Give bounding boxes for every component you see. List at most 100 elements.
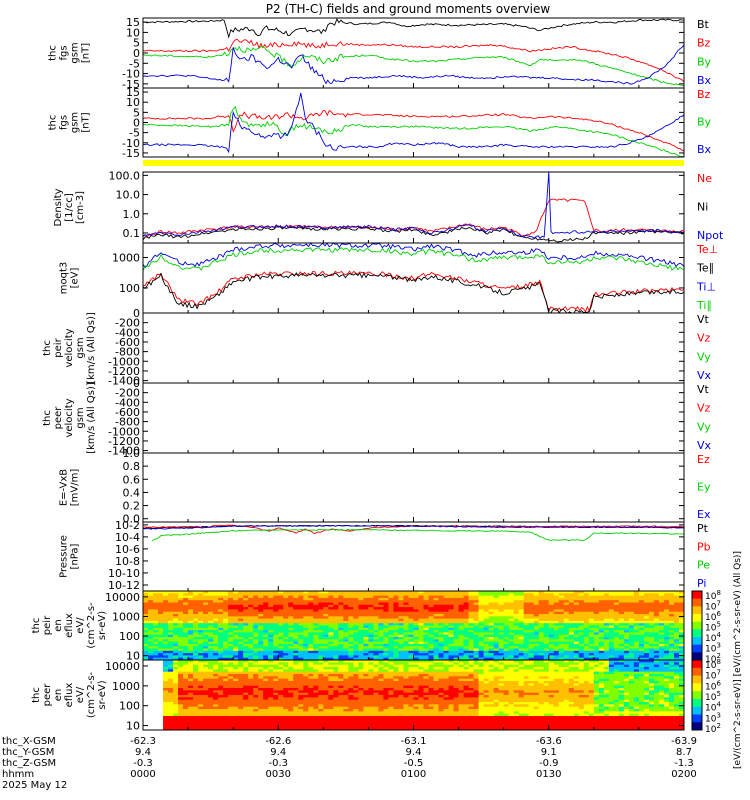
p10-cell [308, 718, 314, 722]
p9-cell [298, 641, 304, 645]
p9-cell [398, 593, 405, 597]
p9-cell [658, 648, 665, 652]
p9-cell [578, 655, 585, 659]
p9-cell [363, 630, 370, 633]
p9-cell [333, 639, 339, 643]
p9-cell [678, 593, 684, 597]
p9-cell [403, 602, 410, 606]
p10-cell [188, 709, 194, 712]
p9-cell [653, 611, 660, 615]
p9-cell [503, 639, 510, 643]
p9-cell [628, 604, 635, 608]
p9-cell [348, 618, 354, 622]
p9-cell [293, 646, 299, 650]
p9-cell [463, 616, 470, 620]
p9-cell [648, 614, 655, 617]
p9-cell [478, 595, 485, 599]
p9-cell [663, 632, 670, 636]
p9-cell [628, 648, 635, 652]
p9-cell [368, 618, 375, 622]
p9-cell [158, 593, 164, 597]
p10-cell [438, 674, 445, 677]
p9-cell [523, 607, 530, 610]
p10-cell [443, 711, 450, 715]
p9-cell [278, 609, 284, 613]
p9-cell [653, 600, 660, 604]
p9-cell [203, 620, 209, 624]
p9-cell [263, 597, 269, 601]
p9-cell [558, 609, 565, 613]
p9-cell [368, 611, 375, 615]
p9-cell [613, 639, 620, 643]
p9-cell [378, 627, 385, 631]
p10-cell [263, 727, 269, 730]
p9-cell [458, 611, 465, 615]
p9-cell [573, 591, 580, 594]
p9-cell [248, 618, 254, 622]
p9-cell [383, 625, 390, 629]
p9-cell [433, 634, 440, 638]
p9-cell [543, 607, 550, 610]
p9-cell [293, 625, 299, 629]
p10-cell [348, 683, 354, 687]
p9-cell [143, 648, 149, 652]
p9-cell [678, 618, 684, 622]
p9-cell [173, 625, 179, 629]
p9-cell [268, 602, 274, 606]
p9-cell [283, 602, 289, 606]
p9-cell [583, 650, 590, 654]
p9-cell [273, 627, 279, 631]
p10-cell [283, 660, 289, 663]
p10-cell [188, 723, 194, 726]
p10-cell [338, 667, 344, 670]
p10-cell [178, 685, 184, 689]
p10-cell [423, 727, 430, 730]
p10-cell [353, 699, 359, 703]
p9-cell [378, 604, 385, 608]
p9-cell [313, 641, 319, 645]
p9-cell [433, 650, 440, 654]
p9-cell [198, 602, 204, 606]
p9-cell [348, 620, 354, 624]
p9-cell [208, 614, 214, 617]
p9-cell [258, 648, 264, 652]
p9-cell [323, 646, 329, 650]
p9-cell [658, 593, 665, 597]
p9-cell [168, 625, 174, 629]
p9-cell [573, 600, 580, 604]
p10-cell [303, 683, 309, 687]
p10-cell [398, 685, 405, 689]
p10-cell [438, 718, 445, 722]
p10-cell [388, 702, 395, 705]
p10-cell [388, 683, 395, 687]
p9-cell [558, 607, 565, 610]
p9-cell [663, 602, 670, 606]
p9-cell [208, 602, 214, 606]
p9-cell [423, 627, 430, 631]
p9-cell [158, 611, 164, 615]
p10-cell [178, 688, 184, 691]
p9-cell [388, 639, 395, 643]
p10-cell [288, 711, 294, 715]
p9-cell [448, 627, 455, 631]
p9-cell [548, 637, 555, 640]
p9-cell [183, 646, 189, 650]
p10-cell [163, 671, 169, 675]
p9-cell [663, 648, 670, 652]
p9-cell [638, 625, 645, 629]
p10-cell [228, 674, 234, 677]
p9-cell [313, 632, 319, 636]
p10-cell [163, 720, 169, 724]
p10-cell [198, 725, 204, 729]
p9-cell [318, 641, 324, 645]
p10-cell [368, 706, 375, 710]
p10-cell [363, 690, 370, 694]
p9-cell [483, 630, 490, 633]
p9-cell [198, 646, 204, 650]
p10-cell [418, 713, 425, 717]
p9-cell [148, 641, 154, 645]
p9-cell [233, 634, 239, 638]
p10-cell [318, 674, 324, 677]
p9-cell [478, 623, 485, 627]
p9-cell [668, 657, 675, 660]
